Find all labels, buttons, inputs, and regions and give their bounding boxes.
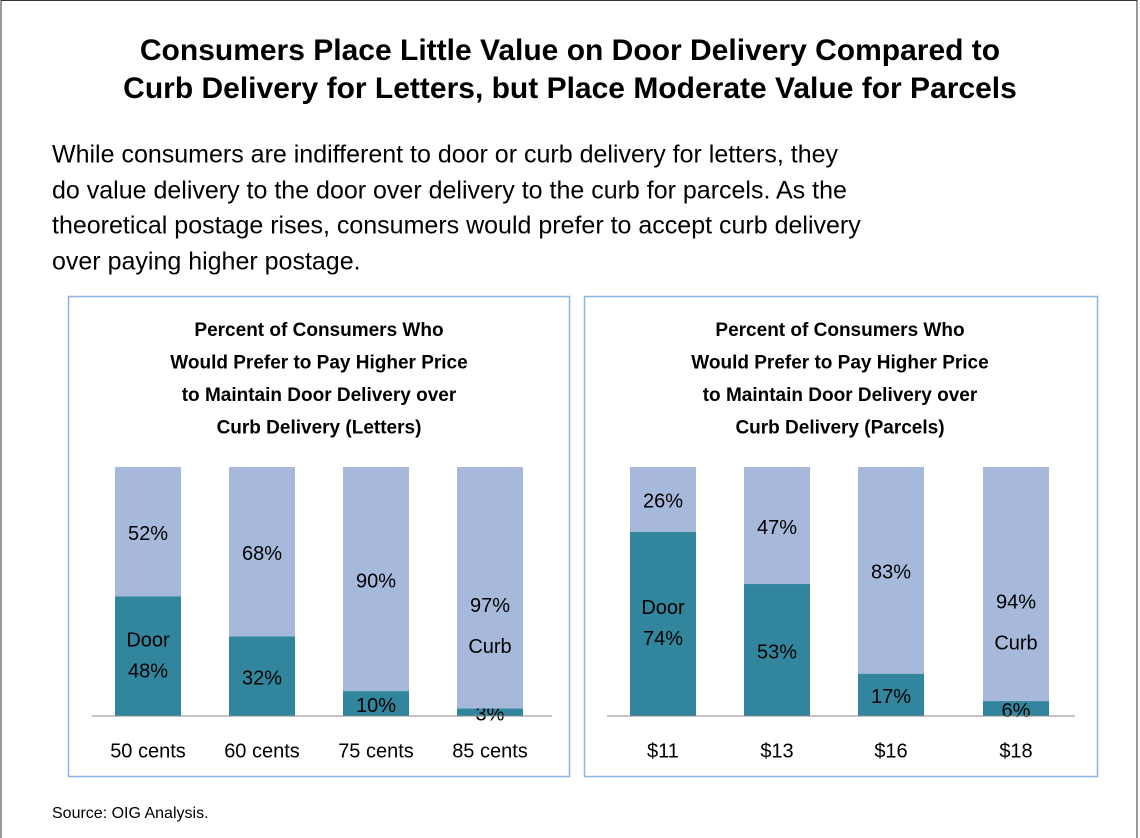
slide-title: Consumers Place Little Value on Door Del… xyxy=(140,34,1000,67)
chart-title: Curb Delivery (Letters) xyxy=(217,418,422,439)
x-tick-label: $11 xyxy=(647,740,679,762)
bar-segment xyxy=(630,467,696,532)
data-label: 94% xyxy=(996,591,1036,613)
series-label: Door xyxy=(126,630,170,652)
data-label: 10% xyxy=(356,695,396,717)
data-label: 32% xyxy=(242,667,282,689)
subtitle: theoretical postage rises, consumers wou… xyxy=(52,212,861,240)
series-label: Door xyxy=(641,597,685,619)
bar-segment xyxy=(343,691,409,716)
data-label: 48% xyxy=(128,661,168,683)
data-label: 17% xyxy=(871,686,911,708)
subtitle: over paying higher postage. xyxy=(52,248,361,276)
subtitle: While consumers are indifferent to door … xyxy=(52,141,838,169)
chart-title: Percent of Consumers Who xyxy=(194,320,443,341)
data-label: 47% xyxy=(757,517,797,539)
data-label: 90% xyxy=(356,570,396,592)
bar-segment xyxy=(115,467,181,597)
chart-title: Would Prefer to Pay Higher Price xyxy=(691,353,988,374)
x-tick-label: 50 cents xyxy=(110,740,186,762)
bar-segment xyxy=(457,467,523,709)
chart-title: to Maintain Door Delivery over xyxy=(182,385,457,406)
data-label: 83% xyxy=(871,562,911,584)
slide-title: Curb Delivery for Letters, but Place Mod… xyxy=(123,72,1017,105)
data-label: 68% xyxy=(242,543,282,565)
bar-segment xyxy=(343,467,409,692)
bar-segment xyxy=(983,701,1049,716)
data-label: 26% xyxy=(643,491,683,513)
subtitle: do value delivery to the door over deliv… xyxy=(52,177,847,205)
bar-segment xyxy=(115,596,181,716)
data-label: 53% xyxy=(757,641,797,663)
bar-segment xyxy=(983,467,1049,702)
bar-segment xyxy=(744,584,810,716)
chart-title: Curb Delivery (Parcels) xyxy=(735,418,944,439)
x-tick-label: 75 cents xyxy=(338,740,414,762)
x-tick-label: $16 xyxy=(874,740,907,762)
chart-title: to Maintain Door Delivery over xyxy=(703,385,978,406)
data-label: 52% xyxy=(128,523,168,545)
bar-segment xyxy=(744,467,810,585)
chart-title: Percent of Consumers Who xyxy=(715,320,964,341)
data-label: 6% xyxy=(1002,700,1031,722)
source: Source: OIG Analysis. xyxy=(52,805,209,822)
x-tick-label: 60 cents xyxy=(224,740,300,762)
chart-title: Would Prefer to Pay Higher Price xyxy=(170,353,467,374)
bar-segment xyxy=(858,467,924,674)
x-tick-label: 85 cents xyxy=(452,740,528,762)
bar-segment xyxy=(229,467,295,637)
x-tick-label: $18 xyxy=(999,740,1032,762)
data-label: 74% xyxy=(643,628,683,650)
x-tick-label: $13 xyxy=(760,740,793,762)
data-label: 97% xyxy=(470,595,510,617)
series-label: Curb xyxy=(468,636,511,658)
bar-segment xyxy=(630,531,696,716)
bar-segment xyxy=(229,636,295,716)
series-label: Curb xyxy=(994,632,1037,654)
data-label: 3% xyxy=(476,704,505,726)
chart-frame xyxy=(583,295,1099,778)
bar-segment xyxy=(858,673,924,716)
bar-segment xyxy=(457,708,523,716)
chart-frame xyxy=(67,295,571,778)
